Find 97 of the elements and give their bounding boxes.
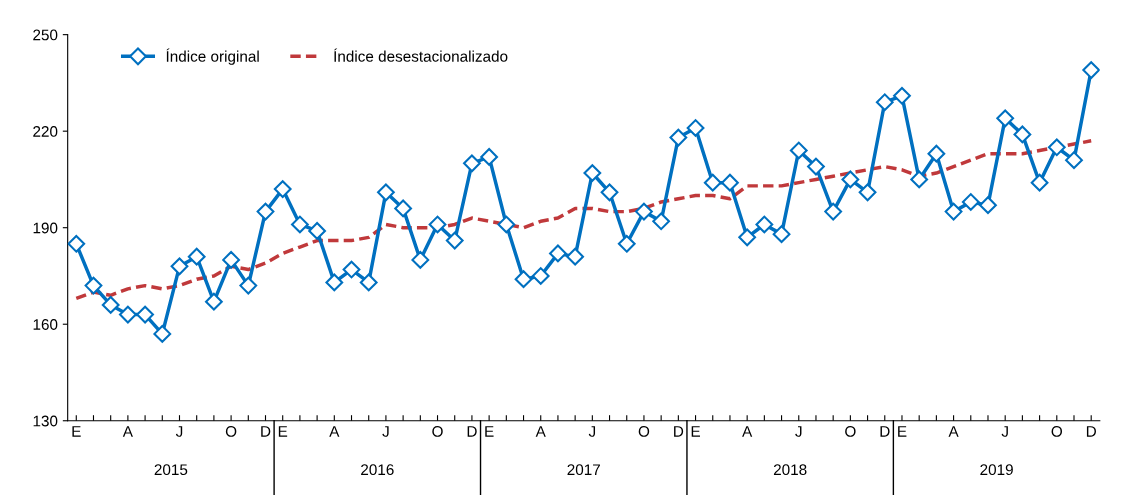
x-tick-label: A xyxy=(535,426,546,437)
point xyxy=(721,173,739,192)
x-tick-label: O xyxy=(845,426,856,437)
x-tick-label: J xyxy=(1001,426,1008,437)
text: 2016 xyxy=(361,464,394,476)
point xyxy=(342,260,361,279)
x-tick-label: D xyxy=(467,426,477,437)
point xyxy=(600,183,619,202)
point xyxy=(394,199,413,218)
x-tick-label: O xyxy=(1051,426,1063,437)
point xyxy=(463,154,481,173)
x-tick-label: E xyxy=(691,426,700,437)
point xyxy=(273,180,292,198)
point xyxy=(480,148,499,166)
x-tick-label: A xyxy=(948,426,959,437)
point xyxy=(222,250,240,269)
point xyxy=(84,276,103,295)
point xyxy=(359,273,378,292)
x-tick-label: D xyxy=(261,426,271,437)
point xyxy=(497,215,516,234)
text: 2017 xyxy=(567,464,600,476)
point xyxy=(703,173,722,192)
point xyxy=(531,267,550,285)
point xyxy=(583,164,602,182)
point xyxy=(961,193,980,211)
text: 2015 xyxy=(154,464,188,476)
point xyxy=(875,93,894,112)
point xyxy=(239,276,258,295)
point xyxy=(893,86,911,105)
point xyxy=(910,170,929,189)
point xyxy=(617,234,636,253)
point xyxy=(755,215,774,234)
point xyxy=(101,296,120,314)
point xyxy=(411,250,430,269)
point xyxy=(927,144,946,163)
point xyxy=(256,202,275,221)
point xyxy=(136,305,154,324)
x-tick-label: E xyxy=(898,426,907,437)
point xyxy=(566,247,585,266)
y-tick-label: 160 xyxy=(33,319,58,330)
point xyxy=(669,128,688,147)
point xyxy=(789,141,808,160)
x-tick-label: O xyxy=(225,426,237,437)
y-tick-label: 250 xyxy=(33,29,58,41)
point xyxy=(170,257,189,276)
point xyxy=(118,305,137,324)
x-tick-label: J xyxy=(175,426,183,437)
point xyxy=(308,222,327,240)
point xyxy=(445,231,464,250)
text: 2018 xyxy=(773,464,807,476)
point xyxy=(635,202,653,221)
point xyxy=(652,212,671,231)
point xyxy=(67,234,86,253)
y-tick-label: 190 xyxy=(33,222,58,234)
point xyxy=(1082,61,1100,79)
point xyxy=(377,183,395,202)
point xyxy=(841,170,860,189)
text: 2019 xyxy=(980,464,1013,476)
point xyxy=(772,225,791,244)
x-tick-label: J xyxy=(588,426,596,437)
point xyxy=(1047,138,1066,157)
point xyxy=(205,292,223,311)
x-tick-label: D xyxy=(1086,426,1096,437)
point xyxy=(824,202,843,221)
point xyxy=(979,196,997,215)
point xyxy=(1030,173,1049,192)
x-tick-label: J xyxy=(795,426,802,437)
point xyxy=(325,273,344,292)
point xyxy=(738,228,757,247)
legend-label: Índice desestacionalizado xyxy=(334,48,508,62)
x-tick-label: A xyxy=(742,426,753,437)
point xyxy=(944,202,963,221)
point xyxy=(187,247,206,266)
point xyxy=(291,215,309,234)
x-tick-label: J xyxy=(382,426,389,437)
point xyxy=(1065,151,1083,170)
point xyxy=(1013,125,1032,144)
x-tick-label: E xyxy=(278,426,288,437)
x-tick-label: O xyxy=(638,426,650,437)
x-tick-label: A xyxy=(122,426,133,437)
x-tick-label: A xyxy=(329,426,340,437)
point xyxy=(514,270,533,289)
point xyxy=(858,183,877,202)
y-tick-label: 220 xyxy=(33,126,58,137)
point xyxy=(549,244,567,263)
x-tick-label: D xyxy=(674,426,684,437)
x-tick-label: E xyxy=(72,426,81,437)
y-tick-label: 130 xyxy=(33,415,58,427)
x-tick-label: D xyxy=(880,426,890,437)
point xyxy=(153,324,172,343)
point xyxy=(807,157,825,176)
x-tick-label: O xyxy=(432,426,443,437)
legend-label: Índice original xyxy=(166,48,259,65)
point xyxy=(996,109,1015,128)
point xyxy=(428,215,447,234)
point xyxy=(686,119,705,137)
x-tick-label: E xyxy=(485,426,494,437)
